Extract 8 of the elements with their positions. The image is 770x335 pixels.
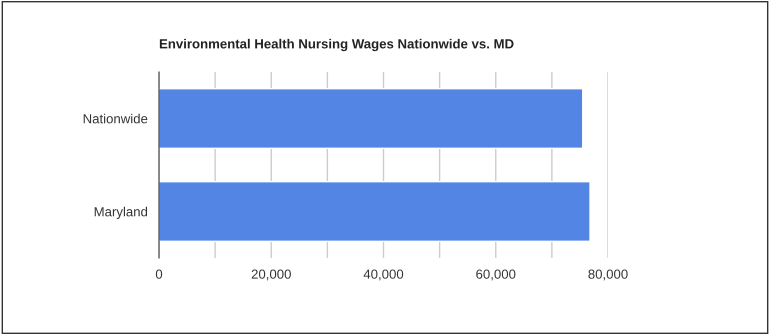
y-tick-label: Maryland — [94, 206, 148, 220]
x-tick-label: 20,000 — [252, 269, 291, 280]
x-tick-label: 40,000 — [364, 269, 404, 280]
y-tick-label: Nationwide — [84, 114, 148, 124]
x-tick-label: 80,000 — [588, 269, 628, 280]
x-tick-label: 0 — [156, 269, 162, 279]
x-tick-label: 60,000 — [476, 269, 516, 280]
chart-title: Environmental Health Nursing Wages Nationwide vs. MD — [160, 38, 514, 52]
